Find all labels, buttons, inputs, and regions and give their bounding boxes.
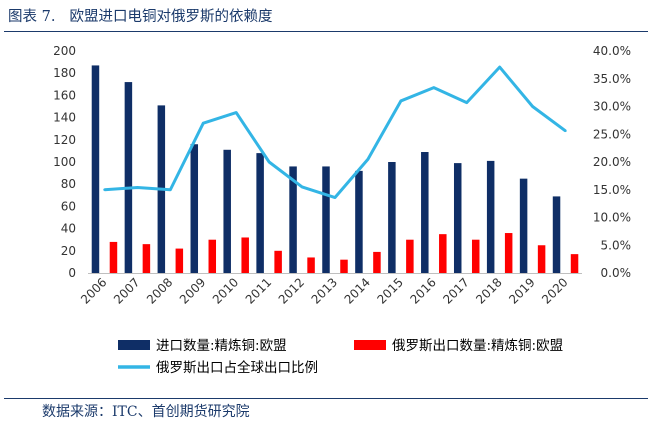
legend-swatch-russia-export — [354, 340, 386, 350]
figure-title-text: 欧盟进口电铜对俄罗斯的依赖度 — [69, 9, 273, 25]
source-note: 数据来源：ITC、首创期货研究院 — [42, 404, 250, 420]
bar-eu-import — [486, 160, 495, 273]
line-point — [235, 111, 238, 114]
bar-russia-export — [570, 254, 579, 273]
y-right-tick-label: 5.0% — [601, 238, 632, 252]
bar-eu-import — [388, 162, 396, 273]
x-tick-label: 2014 — [342, 275, 373, 306]
y-right-tick-label: 15.0% — [593, 183, 631, 197]
bar-eu-import — [256, 153, 264, 273]
line-point — [465, 101, 468, 104]
bar-eu-import — [322, 166, 330, 273]
y-left-tick-label: 0 — [68, 266, 76, 280]
line-point — [169, 188, 172, 191]
source-rule — [4, 398, 648, 399]
y-left-tick-label: 200 — [53, 44, 76, 58]
y-left-tick-label: 120 — [53, 133, 76, 147]
line-point — [366, 158, 370, 161]
line-point — [432, 86, 435, 89]
bar-eu-import — [91, 65, 100, 274]
y-right-tick-label: 35.0% — [593, 72, 631, 86]
bar-russia-export — [175, 248, 184, 273]
figure-number: 图表 7. — [8, 9, 56, 25]
bar-series — [88, 65, 582, 274]
bar-eu-import — [421, 152, 429, 273]
y-left-tick-label: 40 — [61, 222, 76, 236]
bar-eu-import — [124, 82, 133, 273]
y-right-tick-label: 25.0% — [593, 127, 631, 141]
line-point — [399, 99, 403, 103]
bar-eu-import — [355, 170, 363, 273]
bar-eu-import — [289, 166, 297, 273]
legend-swatch-eu-import — [118, 340, 150, 350]
line-series — [103, 65, 567, 200]
x-tick-label: 2013 — [309, 275, 340, 306]
line-point — [267, 160, 271, 164]
legend-label-russia-share: 俄罗斯出口占全球出口比例 — [156, 359, 318, 376]
bar-eu-import — [519, 178, 528, 273]
y-left-tick-label: 140 — [53, 111, 76, 125]
x-tick-label: 2011 — [243, 275, 274, 306]
y-right-tick-label: 30.0% — [593, 100, 631, 114]
bar-russia-export — [274, 250, 282, 273]
line-point — [531, 105, 534, 108]
y-left-tick-label: 100 — [53, 155, 76, 169]
legend-label-eu-import: 进口数量:精炼铜:欧盟 — [156, 338, 287, 354]
bar-russia-export — [208, 239, 217, 273]
x-tick-label: 2010 — [210, 275, 241, 306]
x-tick-label: 2009 — [177, 275, 208, 306]
bar-russia-export — [373, 251, 381, 273]
bar-eu-import — [190, 144, 199, 273]
x-tick-label: 2020 — [539, 275, 570, 306]
bar-eu-import — [223, 149, 231, 273]
title-rule — [4, 31, 648, 32]
left-y-axis: 0 20 40 60 80 100 120 140 160 180 200 — [53, 44, 76, 280]
bar-russia-export — [471, 239, 480, 273]
line-russia-share — [104, 65, 567, 200]
y-left-tick-label: 60 — [61, 199, 76, 213]
y-right-tick-label: 20.0% — [593, 155, 631, 169]
x-tick-label: 2007 — [111, 275, 142, 306]
y-left-tick-label: 160 — [53, 88, 76, 102]
bar-russia-export — [340, 259, 348, 273]
bar-russia-export — [537, 245, 546, 273]
bar-russia-export — [504, 233, 513, 273]
bar-russia-export — [241, 237, 249, 273]
line-point — [498, 65, 501, 69]
line-point — [103, 188, 106, 191]
bar-russia-export — [439, 234, 447, 273]
line-point — [136, 186, 139, 189]
figure-title: 图表 7. 欧盟进口电铜对俄罗斯的依赖度 — [8, 4, 648, 30]
y-right-tick-label: 10.0% — [593, 211, 631, 225]
line-point — [202, 121, 205, 125]
x-tick-label: 2012 — [276, 275, 307, 306]
bar-russia-export — [406, 239, 414, 273]
bar-russia-export — [307, 257, 315, 273]
x-tick-label: 2018 — [473, 275, 504, 306]
bar-russia-export — [142, 244, 151, 273]
y-left-tick-label: 180 — [53, 66, 76, 80]
x-tick-label: 2006 — [78, 275, 109, 306]
x-tick-label: 2017 — [440, 275, 471, 306]
bar-eu-import — [453, 163, 462, 273]
bar-eu-import — [552, 196, 561, 273]
x-tick-label: 2015 — [374, 275, 405, 306]
line-point — [564, 129, 567, 133]
line-point — [333, 196, 337, 199]
x-tick-label: 2016 — [407, 275, 438, 306]
right-y-axis: 0.0% 5.0% 10.0% 15.0% 20.0% 25.0% 30.0% 35.0% 40… — [593, 44, 631, 280]
line-point — [300, 185, 304, 189]
chart: 0 20 40 60 80 100 120 140 160 180 200 0.0% 5.0% 10.0… — [53, 44, 631, 376]
x-axis-labels: 2006 2007 2008 2009 2010 2011 2012 2013 2014 2015… — [78, 275, 571, 306]
legend-label-russia-export: 俄罗斯出口数量:精炼铜:欧盟 — [392, 338, 563, 354]
y-left-tick-label: 80 — [61, 177, 76, 191]
y-right-tick-label: 40.0% — [593, 44, 631, 58]
y-right-tick-label: 0.0% — [601, 266, 632, 280]
bar-russia-export — [109, 241, 118, 273]
x-tick-label: 2008 — [144, 275, 175, 306]
x-tick-label: 2019 — [506, 275, 537, 306]
y-left-tick-label: 20 — [61, 244, 76, 258]
